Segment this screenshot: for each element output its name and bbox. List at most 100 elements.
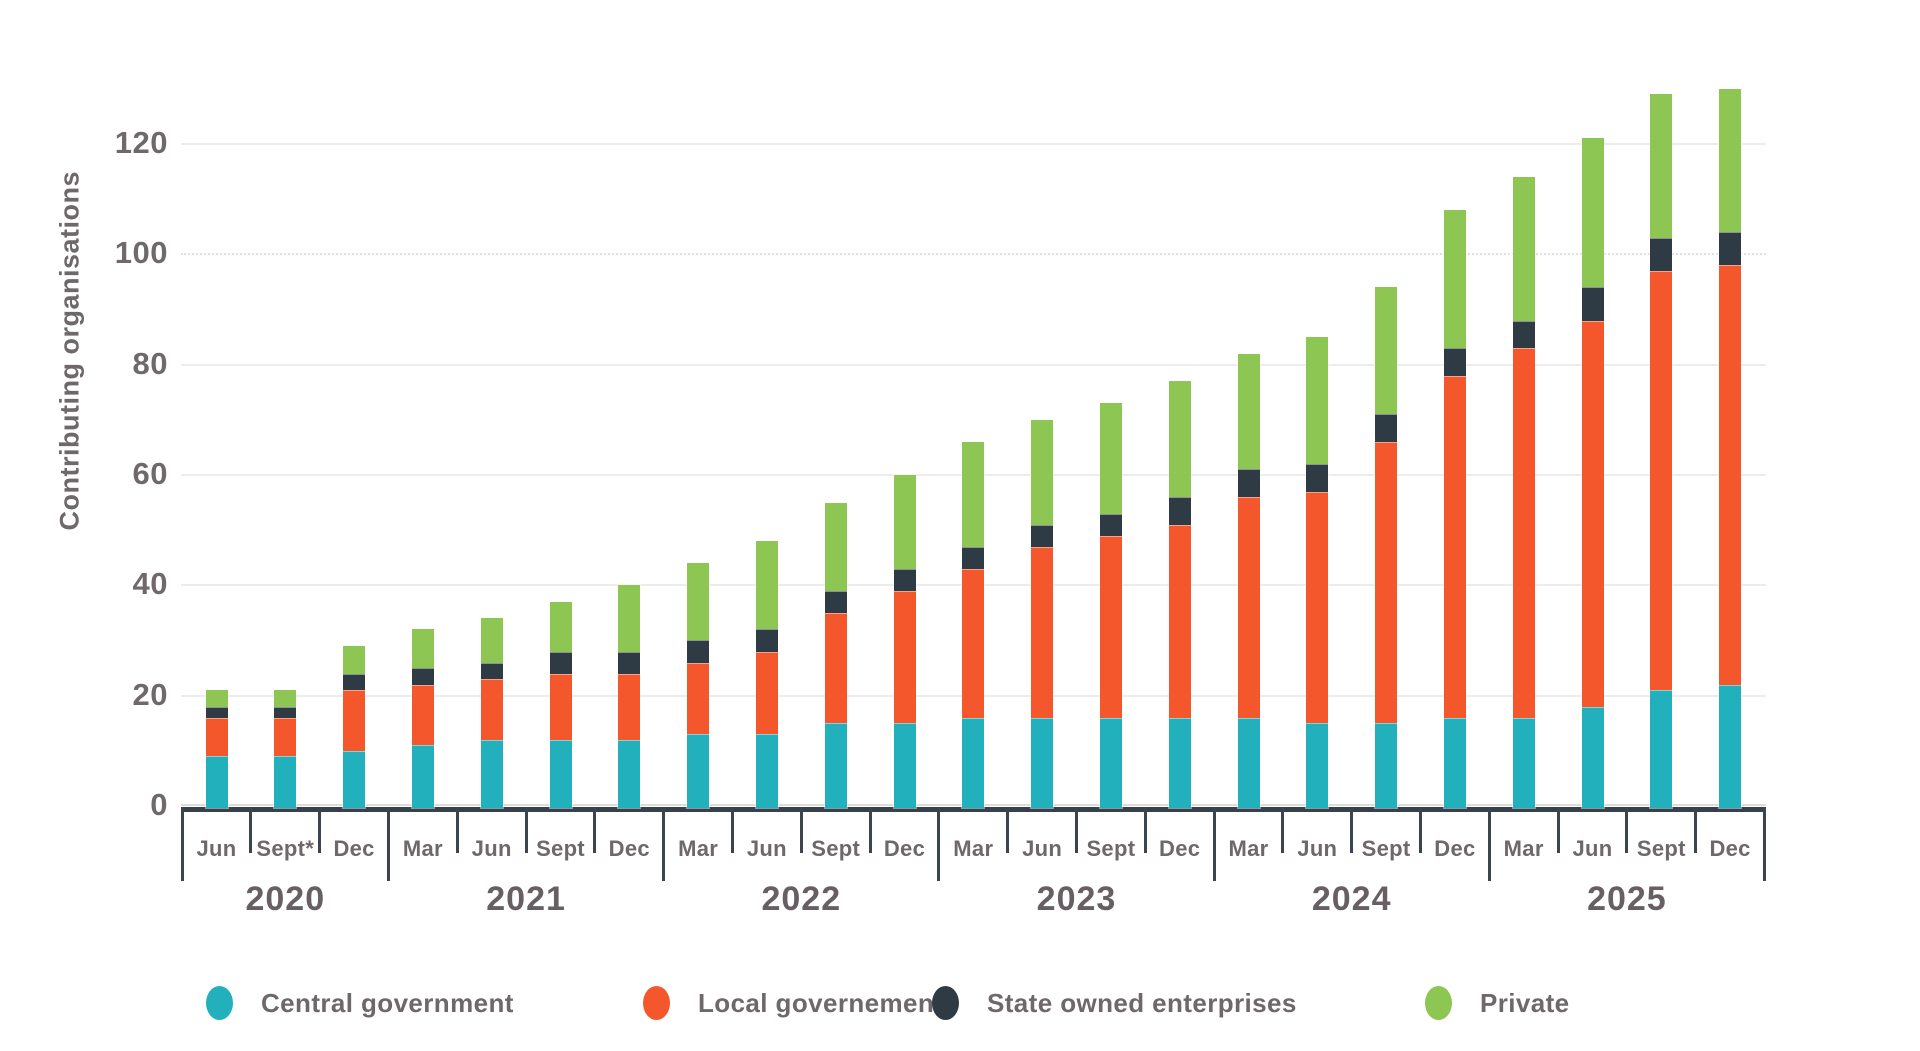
bar-segment-private[interactable] xyxy=(1442,209,1467,350)
bar-segment-local-governement[interactable] xyxy=(273,716,298,758)
bar-segment-state-owned-enterprises[interactable] xyxy=(892,567,917,592)
bar-segment-central-government[interactable] xyxy=(1236,716,1261,809)
bar-segment-state-owned-enterprises[interactable] xyxy=(1305,462,1330,493)
bar-segment-local-governement[interactable] xyxy=(892,589,917,725)
bar-segment-local-governement[interactable] xyxy=(617,672,642,741)
bar-segment-state-owned-enterprises[interactable] xyxy=(617,650,642,675)
bar-segment-central-government[interactable] xyxy=(1511,716,1536,809)
bar-segment-state-owned-enterprises[interactable] xyxy=(1098,512,1123,537)
bar-segment-central-government[interactable] xyxy=(686,733,711,809)
bar-segment-central-government[interactable] xyxy=(479,738,504,809)
bar-segment-state-owned-enterprises[interactable] xyxy=(1718,231,1743,267)
bar-segment-central-government[interactable] xyxy=(342,749,367,809)
bar-segment-local-governement[interactable] xyxy=(686,661,711,736)
bar-segment-private[interactable] xyxy=(204,689,229,708)
bar-segment-central-government[interactable] xyxy=(1442,716,1467,809)
bar-segment-private[interactable] xyxy=(1236,352,1261,471)
bar-segment-central-government[interactable] xyxy=(1374,722,1399,809)
bar-segment-state-owned-enterprises[interactable] xyxy=(1649,236,1674,272)
bar-segment-state-owned-enterprises[interactable] xyxy=(754,628,779,653)
bar-segment-state-owned-enterprises[interactable] xyxy=(204,705,229,719)
bar-segment-local-governement[interactable] xyxy=(1374,440,1399,725)
bar-segment-state-owned-enterprises[interactable] xyxy=(1236,468,1261,499)
bar-segment-state-owned-enterprises[interactable] xyxy=(961,545,986,570)
bar-segment-private[interactable] xyxy=(1649,93,1674,239)
bar-segment-local-governement[interactable] xyxy=(961,567,986,719)
bar-segment-local-governement[interactable] xyxy=(1442,374,1467,719)
bar-segment-state-owned-enterprises[interactable] xyxy=(686,639,711,664)
bar-segment-central-government[interactable] xyxy=(1580,705,1605,809)
bar-segment-private[interactable] xyxy=(1098,402,1123,515)
bar-segment-state-owned-enterprises[interactable] xyxy=(342,672,367,692)
bar-segment-central-government[interactable] xyxy=(1649,689,1674,809)
bar-segment-central-government[interactable] xyxy=(892,722,917,809)
bar-segment-local-governement[interactable] xyxy=(823,611,848,725)
bar-segment-state-owned-enterprises[interactable] xyxy=(273,705,298,719)
bar-segment-private[interactable] xyxy=(342,645,367,675)
gridline-80 xyxy=(181,363,1766,366)
bar-segment-central-government[interactable] xyxy=(961,716,986,809)
bar-segment-state-owned-enterprises[interactable] xyxy=(1374,413,1399,443)
bar-segment-state-owned-enterprises[interactable] xyxy=(1442,347,1467,377)
bar-segment-state-owned-enterprises[interactable] xyxy=(1580,286,1605,322)
bar-segment-private[interactable] xyxy=(754,540,779,631)
bar-segment-local-governement[interactable] xyxy=(410,683,435,747)
bar-segment-central-government[interactable] xyxy=(1030,716,1055,809)
bar-segment-private[interactable] xyxy=(961,440,986,548)
bar-segment-state-owned-enterprises[interactable] xyxy=(1511,319,1536,350)
bar-segment-central-government[interactable] xyxy=(273,755,298,809)
bar-segment-private[interactable] xyxy=(686,562,711,642)
bar-segment-private[interactable] xyxy=(548,600,573,653)
bar-segment-local-governement[interactable] xyxy=(1718,264,1743,686)
x-axis-month-tick xyxy=(868,807,872,853)
bar-segment-private[interactable] xyxy=(1718,87,1743,234)
bar-segment-private[interactable] xyxy=(1580,137,1605,289)
bar-segment-central-government[interactable] xyxy=(1305,722,1330,809)
bar-segment-local-governement[interactable] xyxy=(1167,523,1192,719)
bar-segment-local-governement[interactable] xyxy=(1580,319,1605,708)
bar-segment-private[interactable] xyxy=(892,473,917,570)
bar-segment-central-government[interactable] xyxy=(204,755,229,809)
bar-segment-state-owned-enterprises[interactable] xyxy=(1030,523,1055,548)
bar-segment-state-owned-enterprises[interactable] xyxy=(1167,496,1192,526)
legend-swatch-icon xyxy=(643,986,670,1020)
bar-segment-central-government[interactable] xyxy=(1098,716,1123,809)
bar-segment-central-government[interactable] xyxy=(410,744,435,809)
x-axis-month-tick xyxy=(524,807,528,853)
bar-segment-local-governement[interactable] xyxy=(204,716,229,758)
bar-segment-private[interactable] xyxy=(823,501,848,592)
bar-segment-central-government[interactable] xyxy=(617,738,642,809)
bar-segment-local-governement[interactable] xyxy=(1236,496,1261,719)
bar-segment-state-owned-enterprises[interactable] xyxy=(410,667,435,686)
bar-segment-central-government[interactable] xyxy=(823,722,848,809)
bar-segment-local-governement[interactable] xyxy=(342,689,367,752)
bar-segment-state-owned-enterprises[interactable] xyxy=(479,661,504,681)
bar-segment-central-government[interactable] xyxy=(1718,683,1743,809)
bar-segment-private[interactable] xyxy=(1167,380,1192,499)
bar-segment-private[interactable] xyxy=(273,689,298,708)
bar-segment-private[interactable] xyxy=(1511,176,1536,322)
bar-segment-local-governement[interactable] xyxy=(1649,269,1674,692)
legend-item-local-governement[interactable]: Local governement xyxy=(643,975,943,1031)
legend-item-private[interactable]: Private xyxy=(1425,975,1570,1031)
bar-segment-private[interactable] xyxy=(1305,336,1330,465)
legend-item-state-owned-enterprises[interactable]: State owned enterprises xyxy=(932,975,1297,1031)
bar-segment-central-government[interactable] xyxy=(754,733,779,809)
bar-segment-private[interactable] xyxy=(1030,418,1055,526)
bar-segment-central-government[interactable] xyxy=(1167,716,1192,809)
bar-segment-private[interactable] xyxy=(617,584,642,653)
bar-segment-local-governement[interactable] xyxy=(1030,545,1055,719)
bar-segment-central-government[interactable] xyxy=(548,738,573,809)
bar-segment-local-governement[interactable] xyxy=(1098,534,1123,719)
bar-segment-local-governement[interactable] xyxy=(1305,490,1330,725)
bar-segment-local-governement[interactable] xyxy=(479,678,504,741)
bar-segment-local-governement[interactable] xyxy=(754,650,779,736)
bar-segment-private[interactable] xyxy=(479,617,504,664)
legend-item-central-government[interactable]: Central government xyxy=(206,975,514,1031)
bar-segment-local-governement[interactable] xyxy=(548,672,573,741)
bar-segment-private[interactable] xyxy=(1374,286,1399,416)
bar-segment-private[interactable] xyxy=(410,628,435,670)
bar-segment-state-owned-enterprises[interactable] xyxy=(823,589,848,614)
bar-segment-state-owned-enterprises[interactable] xyxy=(548,650,573,675)
bar-segment-local-governement[interactable] xyxy=(1511,347,1536,719)
